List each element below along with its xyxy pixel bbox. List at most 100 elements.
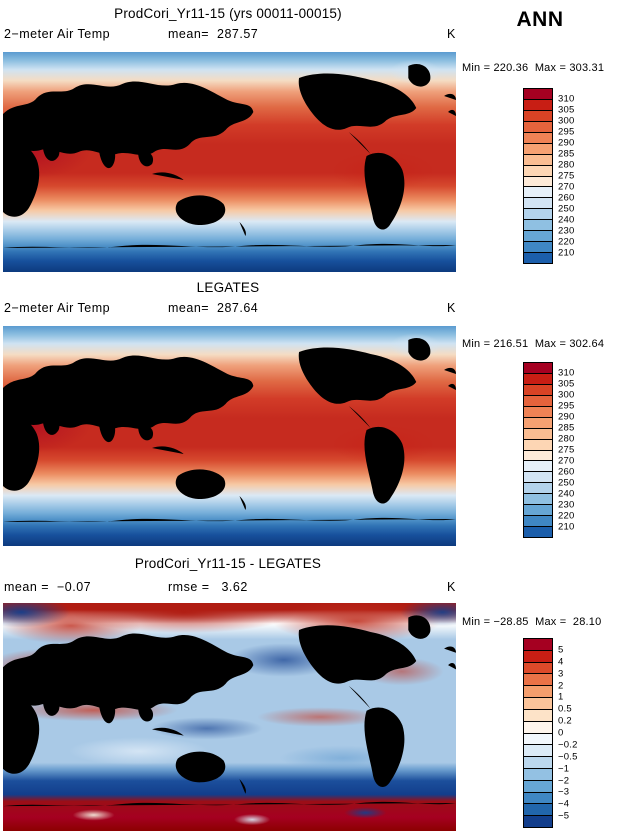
colorbar-tick-label: 250: [558, 477, 575, 489]
colorbar-segment: [524, 252, 552, 263]
colorbar-segment: [524, 685, 552, 698]
colorbar-tick-label: 240: [558, 488, 575, 500]
colorbar-tick-label: 295: [558, 400, 575, 412]
colorbar-segment: [524, 98, 552, 110]
panel-diff-units: K: [447, 580, 456, 594]
colorbar-tick-label: 290: [558, 411, 575, 423]
colorbar-tick-label: 1: [558, 691, 564, 703]
colorbar-tick-label: 210: [558, 247, 575, 259]
colorbar-tick-label: 3: [558, 668, 564, 680]
colorbar-model: 310 305 300 295 290 285 280 275 270 260 250 240 230 2…: [523, 88, 600, 264]
panel-model-title: ProdCori_Yr11-15 (yrs 00011-00015): [114, 6, 342, 21]
map-difference: [3, 603, 456, 831]
map-model-temperature: [3, 52, 456, 272]
colorbar-segment: [524, 175, 552, 187]
colorbar-segment: [524, 515, 552, 527]
colorbar-tick-label: 220: [558, 236, 575, 248]
colorbar-tick-label: 5: [558, 644, 564, 656]
colorbar-segment: [524, 504, 552, 516]
colorbar-segment: [524, 815, 552, 827]
colorbar-tick-label: 285: [558, 422, 575, 434]
colorbar-tick-label: 2: [558, 680, 564, 691]
colorbar-labels: 310 305 300 295 290 285 280 275 270 260 250 240 230 2…: [558, 362, 600, 538]
colorbar-segment: [524, 673, 552, 686]
colorbar-segment: [524, 649, 552, 662]
colorbar-tick-label: 305: [558, 104, 575, 116]
colorbar-segment: [524, 427, 552, 439]
panel-model-minmax: Min = 220.36 Max = 303.31: [462, 62, 605, 74]
colorbar-segment: [524, 197, 552, 209]
colorbar-segment: [524, 720, 552, 733]
panel-diff-title: ProdCori_Yr11-15 - LEGATES: [134, 556, 322, 571]
colorbar-segment: [524, 416, 552, 428]
colorbar-segment: [524, 639, 552, 650]
panel-diff-rmse: rmse = 3.62: [168, 580, 248, 594]
panel-obs-field-label: 2−meter Air Temp: [4, 301, 111, 315]
colorbar-tick-label: 300: [558, 115, 575, 127]
colorbar-tick-label: 230: [558, 225, 575, 237]
panel-diff-minmax: Min = −28.85 Max = 28.10: [462, 616, 602, 628]
colorbar-segment: [524, 219, 552, 231]
colorbar-diff: 5 4 3 2 1 0.5 0.2 0 −0.2 −0.5 −1 −2 −3 −4 −5: [523, 638, 600, 828]
colorbar-segment: [524, 142, 552, 154]
colorbar-tick-label: 305: [558, 378, 575, 390]
colorbar-segment: [524, 230, 552, 242]
colorbar-swatches: [523, 362, 553, 538]
colorbar-tick-label: 230: [558, 499, 575, 511]
colorbar-tick-label: 240: [558, 214, 575, 226]
colorbar-segment: [524, 803, 552, 816]
colorbar-tick-label: −5: [558, 810, 570, 822]
colorbar-segment: [524, 394, 552, 406]
colorbar-tick-label: −4: [558, 798, 570, 810]
colorbar-tick-label: −0.2: [558, 739, 578, 751]
colorbar-tick-label: 310: [558, 93, 575, 105]
colorbar-tick-label: 280: [558, 159, 575, 171]
colorbar-labels: 310 305 300 295 290 285 280 275 270 260 250 240 230 2…: [558, 88, 600, 264]
colorbar-tick-label: 4: [558, 656, 564, 668]
map-obs-temperature: [3, 326, 456, 546]
colorbar-segment: [524, 779, 552, 792]
colorbar-tick-label: 220: [558, 510, 575, 522]
colorbar-tick-label: 0.5: [558, 703, 572, 715]
colorbar-swatches: [523, 638, 553, 828]
colorbar-tick-label: 285: [558, 148, 575, 160]
colorbar-segment: [524, 383, 552, 395]
colorbar-tick-label: 260: [558, 466, 575, 478]
colorbar-segment: [524, 89, 552, 99]
colorbar-labels: 5 4 3 2 1 0.5 0.2 0 −0.2 −0.5 −1 −2 −3 −4 −5: [558, 638, 600, 828]
colorbar-tick-label: 250: [558, 203, 575, 215]
colorbar-segment: [524, 493, 552, 505]
colorbar-segment: [524, 186, 552, 198]
colorbar-segment: [524, 372, 552, 384]
colorbar-segment: [524, 120, 552, 132]
panel-model-field-label: 2−meter Air Temp: [4, 27, 111, 41]
colorbar-segment: [524, 756, 552, 768]
colorbar-tick-label: 310: [558, 367, 575, 379]
colorbar-segment: [524, 109, 552, 121]
colorbar-tick-label: 270: [558, 455, 575, 467]
colorbar-tick-label: 270: [558, 181, 575, 193]
colorbar-tick-label: 0: [558, 727, 564, 739]
panel-diff-mean: mean = −0.07: [4, 580, 92, 594]
colorbar-tick-label: −1: [558, 763, 570, 775]
colorbar-segment: [524, 153, 552, 165]
colorbar-tick-label: −2: [558, 775, 570, 786]
colorbar-tick-label: 280: [558, 433, 575, 445]
colorbar-tick-label: −0.5: [558, 751, 578, 763]
colorbar-segment: [524, 438, 552, 450]
colorbar-segment: [524, 241, 552, 253]
colorbar-tick-label: −3: [558, 786, 570, 798]
colorbar-segment: [524, 449, 552, 461]
colorbar-tick-label: 275: [558, 170, 575, 182]
panel-obs-title: LEGATES: [196, 280, 260, 295]
colorbar-tick-label: 0.2: [558, 715, 572, 727]
colorbar-segment: [524, 164, 552, 176]
panel-model-units: K: [447, 27, 456, 41]
coastline-overlay: [3, 63, 456, 248]
colorbar-segment: [524, 405, 552, 417]
colorbar-segment: [524, 791, 552, 804]
panel-obs-units: K: [447, 301, 456, 315]
colorbar-segment: [524, 363, 552, 373]
colorbar-segment: [524, 131, 552, 143]
coastline-overlay: [3, 615, 456, 807]
